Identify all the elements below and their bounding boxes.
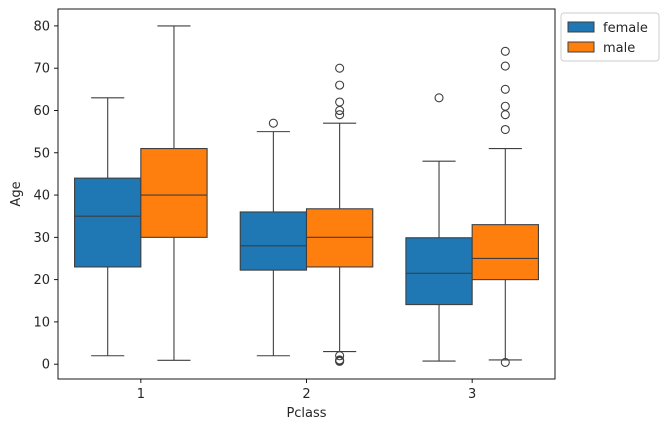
box-female-class-3	[405, 93, 473, 362]
box-male-class-2	[305, 63, 374, 366]
outlier-point	[500, 357, 510, 367]
y-tick-label: 20	[33, 273, 50, 288]
legend-label-female: female	[603, 21, 648, 36]
y-tick-label: 60	[33, 104, 50, 119]
iqr-box	[74, 177, 142, 268]
boxes-layer	[74, 25, 539, 367]
outlier-point	[335, 351, 345, 361]
legend-swatch-female	[567, 21, 595, 33]
outlier-point	[500, 110, 510, 120]
y-tick-label: 10	[33, 315, 50, 330]
outlier-point	[500, 101, 510, 111]
outlier-point	[268, 118, 278, 128]
outlier-point	[335, 355, 345, 365]
outlier-point	[335, 63, 345, 73]
outlier-point	[434, 93, 444, 103]
outlier-point	[335, 110, 345, 120]
outlier-point	[335, 97, 345, 107]
iqr-box	[405, 237, 473, 306]
x-axis-title: Pclass	[286, 406, 326, 421]
legend-swatch-male	[567, 41, 595, 53]
iqr-box	[239, 211, 308, 271]
y-tick-label: 70	[33, 62, 50, 77]
ticks-layer: 0 10 20 30 40 50 60 70 80 1 2 3	[33, 19, 476, 402]
y-tick-label: 30	[33, 231, 50, 246]
legend-label-male: male	[603, 41, 635, 56]
x-tick-label: 1	[137, 387, 145, 402]
y-tick-label: 40	[33, 189, 50, 204]
box-male-class-3	[471, 46, 539, 367]
outlier-point	[335, 80, 345, 90]
box-female-class-1	[74, 97, 142, 357]
iqr-box	[140, 147, 208, 238]
y-axis-title: Age	[9, 181, 24, 206]
box-male-class-1	[140, 25, 208, 361]
y-tick-label: 50	[33, 146, 50, 161]
outlier-point	[500, 61, 510, 71]
y-tick-label: 0	[42, 358, 50, 373]
x-tick-label: 2	[302, 387, 310, 402]
iqr-box	[471, 224, 539, 281]
y-tick-label: 80	[33, 19, 50, 34]
outlier-point	[500, 46, 510, 56]
outlier-point	[500, 84, 510, 94]
outlier-point	[500, 124, 510, 135]
box-female-class-2	[239, 118, 308, 357]
x-tick-label: 3	[468, 387, 476, 402]
legend: female male	[560, 12, 660, 62]
